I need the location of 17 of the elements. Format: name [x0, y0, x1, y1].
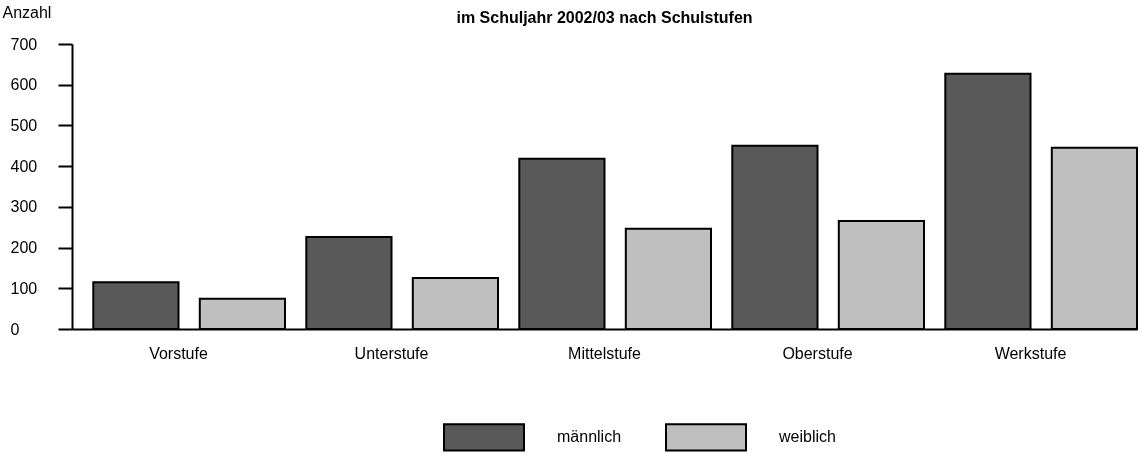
x-tick-label: Mittelstufe [568, 344, 642, 362]
chart-title: im Schuljahr 2002/03 nach Schulstufen [456, 9, 753, 26]
y-tick-label: 100 [10, 279, 38, 297]
x-tick-label: Vorstufe [149, 344, 208, 362]
y-tick-label: 700 [10, 35, 38, 53]
legend-label: männlich [557, 428, 622, 446]
x-tick-label: Oberstufe [782, 344, 853, 362]
y-tick-label: 600 [10, 76, 38, 94]
y-tick-label: 500 [10, 116, 38, 134]
x-tick-label: Werkstufe [994, 344, 1067, 362]
y-tick-label: 200 [10, 239, 38, 257]
y-tick-label: 0 [10, 320, 20, 338]
y-tick-label: 300 [10, 198, 38, 216]
legend-label: weiblich [778, 428, 836, 446]
x-tick-label: Unterstufe [354, 344, 429, 362]
y-axis-title: Anzahl [2, 3, 52, 21]
y-tick-label: 400 [10, 157, 38, 175]
